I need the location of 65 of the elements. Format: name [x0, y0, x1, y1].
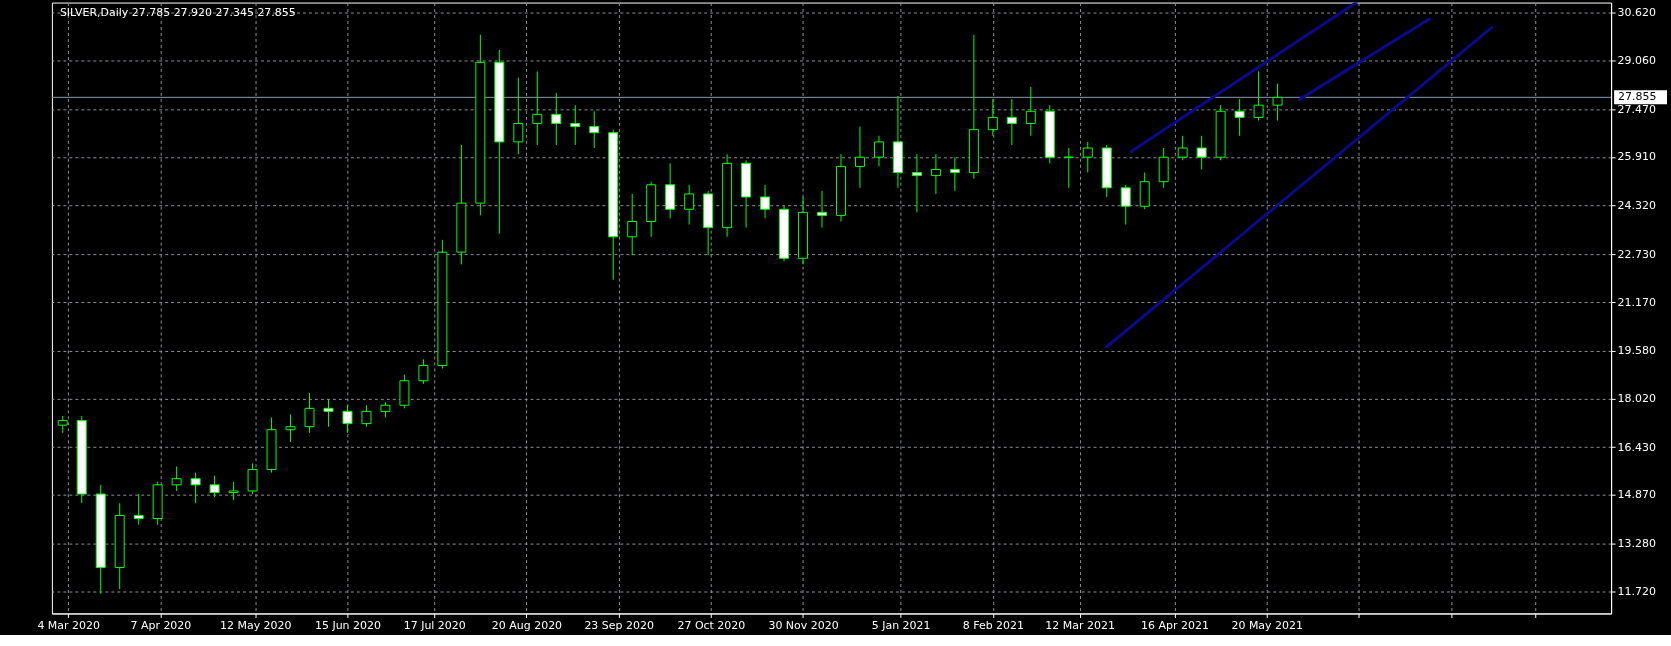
- x-tick-label: 20 May 2021: [1231, 618, 1303, 632]
- candlestick: [684, 184, 695, 226]
- x-tick-label: 27 Oct 2020: [677, 618, 746, 632]
- candlestick: [513, 77, 524, 155]
- candlestick: [1120, 184, 1131, 226]
- x-tick-label: 4 Mar 2020: [37, 618, 100, 632]
- candlestick: [1196, 135, 1207, 170]
- y-tick-label: 27.470: [1617, 102, 1656, 116]
- x-tick-label: 8 Feb 2021: [962, 618, 1024, 632]
- candlestick: [873, 135, 884, 167]
- x-tick-label: 16 Apr 2021: [1141, 618, 1209, 632]
- candlestick: [247, 462, 258, 495]
- candlestick: [171, 465, 182, 492]
- x-tick-label: 5 Jan 2021: [871, 618, 931, 632]
- y-tick-label: 19.580: [1617, 344, 1656, 358]
- y-tick-label: 30.620: [1617, 6, 1656, 20]
- x-tick-label: 30 Nov 2020: [768, 618, 839, 632]
- candlestick: [1082, 141, 1093, 174]
- candlestick: [190, 472, 201, 504]
- candlestick: [1006, 98, 1017, 146]
- candlestick: [570, 104, 581, 146]
- x-tick-label: 15 Jun 2020: [314, 618, 381, 632]
- y-tick-label: 18.020: [1617, 392, 1656, 405]
- candlestick: [1234, 98, 1245, 137]
- y-tick-label: 11.720: [1617, 584, 1656, 598]
- y-tick-label: 14.870: [1617, 488, 1656, 502]
- candlestick: [342, 404, 353, 434]
- candlestick: [418, 358, 429, 385]
- candlestick: [854, 126, 865, 189]
- x-tick-label: 17 Jul 2020: [403, 618, 466, 632]
- candlestick: [532, 70, 543, 146]
- candlestick: [911, 153, 922, 213]
- candlestick: [285, 413, 296, 443]
- candlestick: [930, 153, 941, 195]
- y-tick-label: 25.910: [1617, 150, 1656, 164]
- x-tick-label: 12 Mar 2021: [1045, 618, 1115, 632]
- y-tick-label: 24.320: [1617, 199, 1656, 213]
- candlestick: [627, 193, 638, 256]
- y-tick-label: 21.170: [1617, 295, 1656, 309]
- candlestick: [1177, 135, 1188, 161]
- chart-title: SILVER,Daily 27.785 27.920 27.345 27.855: [59, 5, 296, 19]
- candlestick: [209, 475, 220, 498]
- x-tick-label: 23 Sep 2020: [584, 618, 654, 632]
- y-tick-label: 16.430: [1617, 440, 1656, 454]
- y-tick-label: 22.730: [1617, 247, 1656, 261]
- candlestick: [949, 156, 960, 192]
- candlestick: [228, 481, 239, 501]
- x-tick-label: 12 May 2020: [220, 618, 292, 632]
- candlestick: [817, 190, 828, 229]
- candlestick: [1272, 83, 1283, 121]
- x-tick-label: 7 Apr 2020: [130, 618, 192, 632]
- y-tick-label: 13.280: [1617, 537, 1656, 551]
- candlestick: [361, 404, 372, 428]
- candlestick: [304, 392, 315, 434]
- candlestick: [1253, 70, 1264, 121]
- candlestick: [133, 493, 144, 526]
- candlestick: [1025, 86, 1036, 137]
- candlestick: [987, 98, 998, 137]
- y-tick-label: 29.060: [1617, 53, 1656, 67]
- candlestick: [551, 92, 562, 146]
- candlestick: [323, 398, 334, 428]
- x-tick-label: 20 Aug 2020: [491, 618, 563, 632]
- ref-line-label: 27.855: [1618, 90, 1657, 104]
- candlestick: [589, 110, 600, 149]
- candlestick: [760, 184, 771, 219]
